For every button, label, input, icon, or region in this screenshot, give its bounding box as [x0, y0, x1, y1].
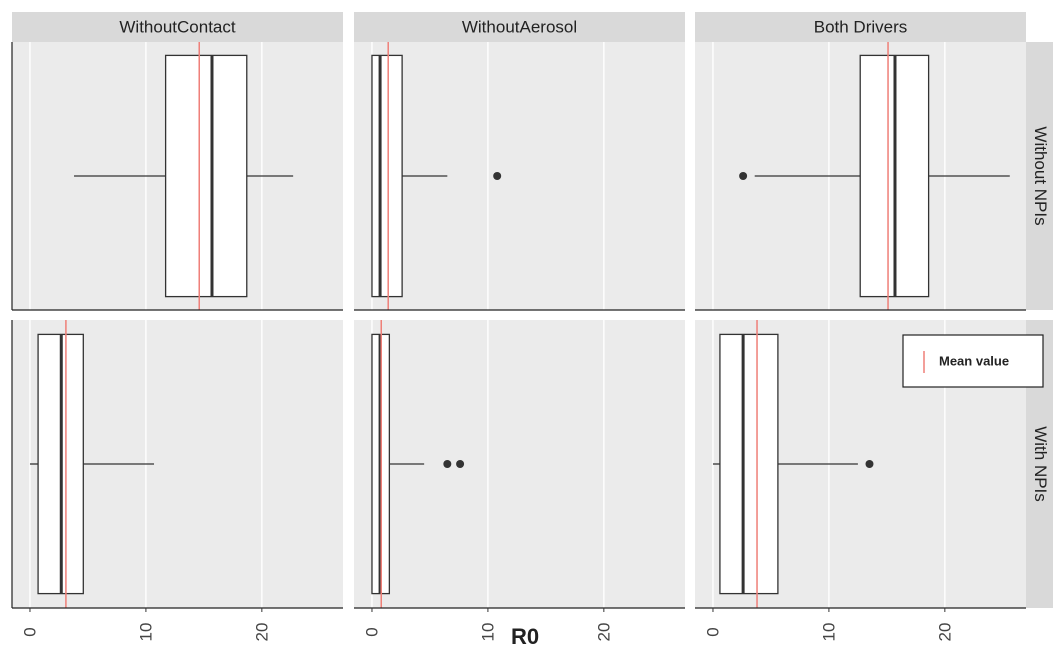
box — [719, 333, 779, 595]
box — [164, 54, 248, 298]
outlier — [456, 460, 465, 468]
row-strip-label: With NPIs — [1031, 426, 1050, 502]
outlier — [865, 460, 874, 468]
outlier — [739, 172, 748, 180]
strip-bg — [12, 12, 343, 42]
strip-bg — [354, 12, 685, 42]
x-tick-label: 0 — [362, 627, 381, 636]
strip-bg — [1026, 42, 1053, 310]
strip-bg — [695, 12, 1026, 42]
x-tick-label: 10 — [819, 623, 838, 642]
x-tick-label: 20 — [252, 623, 271, 642]
x-tick-label: 20 — [594, 623, 613, 642]
x-tick-label: 0 — [703, 627, 722, 636]
box — [371, 54, 403, 298]
x-tick-label: 10 — [478, 623, 497, 642]
outlier — [443, 460, 452, 468]
legend-box — [902, 334, 1044, 388]
x-tick-label: 0 — [20, 627, 39, 636]
column-strip-label: WithoutAerosol — [462, 17, 577, 36]
x-tick-label: 10 — [136, 623, 155, 642]
outlier — [493, 172, 502, 180]
x-axis-label: R0 — [511, 624, 539, 649]
row-strip-label: Without NPIs — [1031, 126, 1050, 225]
legend-label: Mean value — [939, 353, 1009, 368]
column-strip-label: WithoutContact — [119, 17, 235, 36]
column-strip-label: Both Drivers — [814, 17, 908, 36]
x-tick-label: 20 — [935, 623, 954, 642]
